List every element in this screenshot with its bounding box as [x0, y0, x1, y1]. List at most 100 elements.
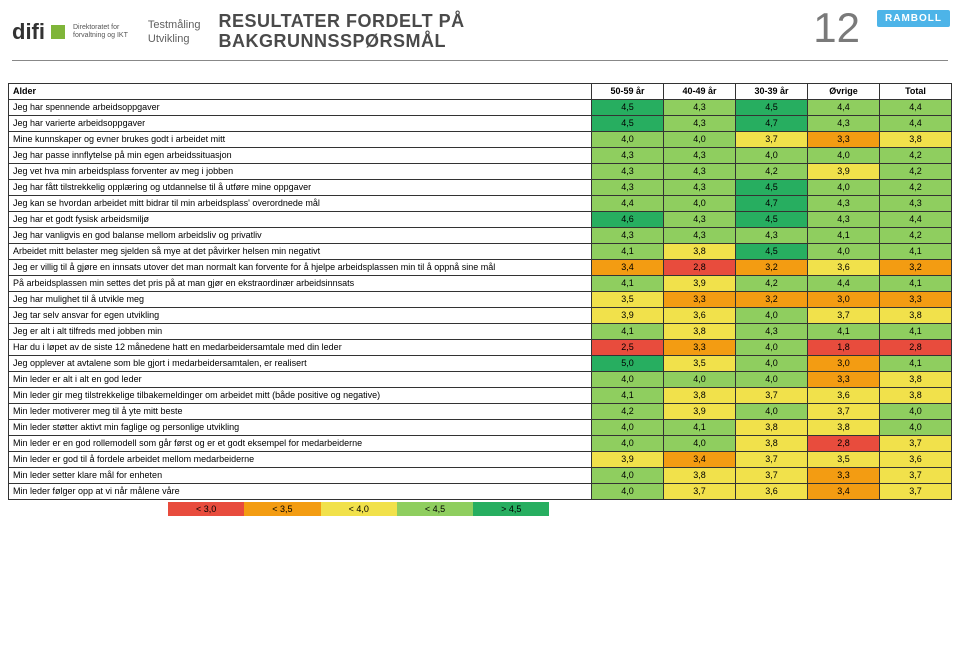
header-divider	[12, 60, 948, 61]
row-label: Jeg opplever at avtalene som ble gjort i…	[9, 356, 592, 372]
value-cell: 3,4	[664, 452, 736, 468]
value-cell: 2,8	[808, 436, 880, 452]
value-cell: 4,0	[592, 372, 664, 388]
value-cell: 4,3	[664, 180, 736, 196]
value-cell: 3,7	[736, 132, 808, 148]
value-cell: 3,8	[880, 308, 952, 324]
value-cell: 3,6	[880, 452, 952, 468]
value-cell: 4,4	[808, 276, 880, 292]
value-cell: 4,0	[592, 420, 664, 436]
survey-subtitle: Testmåling Utvikling	[148, 18, 201, 47]
table-row: Jeg er villig til å gjøre en innsats uto…	[9, 260, 952, 276]
value-cell: 3,3	[664, 292, 736, 308]
table-row: Jeg har fått tilstrekkelig opplæring og …	[9, 180, 952, 196]
value-cell: 4,1	[808, 228, 880, 244]
table-row: Min leder gir meg tilstrekkelige tilbake…	[9, 388, 952, 404]
value-cell: 4,2	[736, 276, 808, 292]
row-label: Min leder setter klare mål for enheten	[9, 468, 592, 484]
row-label: Jeg er villig til å gjøre en innsats uto…	[9, 260, 592, 276]
value-cell: 3,8	[664, 244, 736, 260]
column-label: Alder	[9, 84, 592, 100]
value-cell: 4,0	[592, 436, 664, 452]
value-cell: 1,8	[808, 340, 880, 356]
value-cell: 4,3	[880, 196, 952, 212]
table-row: Jeg har spennende arbeidsoppgaver4,54,34…	[9, 100, 952, 116]
value-cell: 4,0	[664, 436, 736, 452]
value-cell: 4,7	[736, 116, 808, 132]
value-cell: 3,5	[664, 356, 736, 372]
value-cell: 4,0	[592, 484, 664, 500]
value-cell: 3,4	[592, 260, 664, 276]
value-cell: 3,8	[808, 420, 880, 436]
value-cell: 4,2	[592, 404, 664, 420]
value-cell: 3,8	[880, 388, 952, 404]
value-cell: 4,1	[880, 324, 952, 340]
value-cell: 3,8	[880, 132, 952, 148]
legend-swatch: < 4,0	[321, 502, 397, 516]
difi-logo: difi Direktoratet for forvaltning og IKT	[12, 19, 128, 45]
value-cell: 4,0	[592, 468, 664, 484]
value-cell: 3,2	[880, 260, 952, 276]
value-cell: 4,3	[736, 228, 808, 244]
ramboll-logo: RAMBOLL	[877, 10, 950, 27]
value-cell: 4,2	[880, 180, 952, 196]
value-cell: 4,5	[592, 100, 664, 116]
value-cell: 3,3	[664, 340, 736, 356]
value-cell: 3,8	[664, 388, 736, 404]
row-label: Min leder gir meg tilstrekkelige tilbake…	[9, 388, 592, 404]
page-header: difi Direktoratet for forvaltning og IKT…	[0, 0, 960, 60]
value-cell: 3,9	[592, 308, 664, 324]
row-label: Har du i løpet av de siste 12 månedene h…	[9, 340, 592, 356]
value-cell: 4,3	[664, 212, 736, 228]
row-label: Jeg har passe innflytelse på min egen ar…	[9, 148, 592, 164]
value-cell: 3,8	[664, 468, 736, 484]
difi-subtitle: Direktoratet for forvaltning og IKT	[73, 24, 128, 39]
color-legend: < 3,0< 3,5< 4,0< 4,5> 4,5	[8, 502, 952, 516]
value-cell: 3,7	[664, 484, 736, 500]
column-value: Øvrige	[808, 84, 880, 100]
column-value: Total	[880, 84, 952, 100]
row-label: På arbeidsplassen min settes det pris på…	[9, 276, 592, 292]
row-label: Jeg har fått tilstrekkelig opplæring og …	[9, 180, 592, 196]
value-cell: 4,0	[736, 404, 808, 420]
value-cell: 4,2	[880, 228, 952, 244]
value-cell: 4,3	[736, 324, 808, 340]
value-cell: 4,0	[880, 420, 952, 436]
value-cell: 4,1	[592, 276, 664, 292]
table-row: Min leder følger opp at vi når målene vå…	[9, 484, 952, 500]
value-cell: 4,3	[592, 180, 664, 196]
table-row: Mine kunnskaper og evner brukes godt i a…	[9, 132, 952, 148]
value-cell: 4,0	[808, 148, 880, 164]
table-row: Jeg har mulighet til å utvikle meg3,53,3…	[9, 292, 952, 308]
value-cell: 3,7	[808, 308, 880, 324]
value-cell: 3,9	[592, 452, 664, 468]
value-cell: 3,7	[880, 468, 952, 484]
legend-swatch: < 4,5	[397, 502, 473, 516]
value-cell: 4,5	[736, 100, 808, 116]
table-row: På arbeidsplassen min settes det pris på…	[9, 276, 952, 292]
value-cell: 4,4	[880, 100, 952, 116]
value-cell: 3,3	[808, 372, 880, 388]
value-cell: 3,9	[664, 404, 736, 420]
page-number: 12	[813, 4, 860, 52]
value-cell: 3,2	[736, 260, 808, 276]
row-label: Jeg tar selv ansvar for egen utvikling	[9, 308, 592, 324]
value-cell: 4,5	[736, 244, 808, 260]
value-cell: 3,4	[808, 484, 880, 500]
value-cell: 4,3	[592, 228, 664, 244]
table-row: Jeg vet hva min arbeidsplass forventer a…	[9, 164, 952, 180]
value-cell: 3,6	[664, 308, 736, 324]
value-cell: 4,0	[808, 244, 880, 260]
table-row: Jeg har passe innflytelse på min egen ar…	[9, 148, 952, 164]
table-row: Min leder er en god rollemodell som går …	[9, 436, 952, 452]
column-value: 30-39 år	[736, 84, 808, 100]
value-cell: 4,3	[664, 228, 736, 244]
value-cell: 4,3	[664, 116, 736, 132]
value-cell: 4,2	[880, 148, 952, 164]
value-cell: 4,1	[592, 388, 664, 404]
legend-swatch: < 3,5	[244, 502, 320, 516]
value-cell: 3,6	[736, 484, 808, 500]
value-cell: 4,0	[808, 180, 880, 196]
value-cell: 3,7	[880, 484, 952, 500]
table-row: Min leder er god til å fordele arbeidet …	[9, 452, 952, 468]
